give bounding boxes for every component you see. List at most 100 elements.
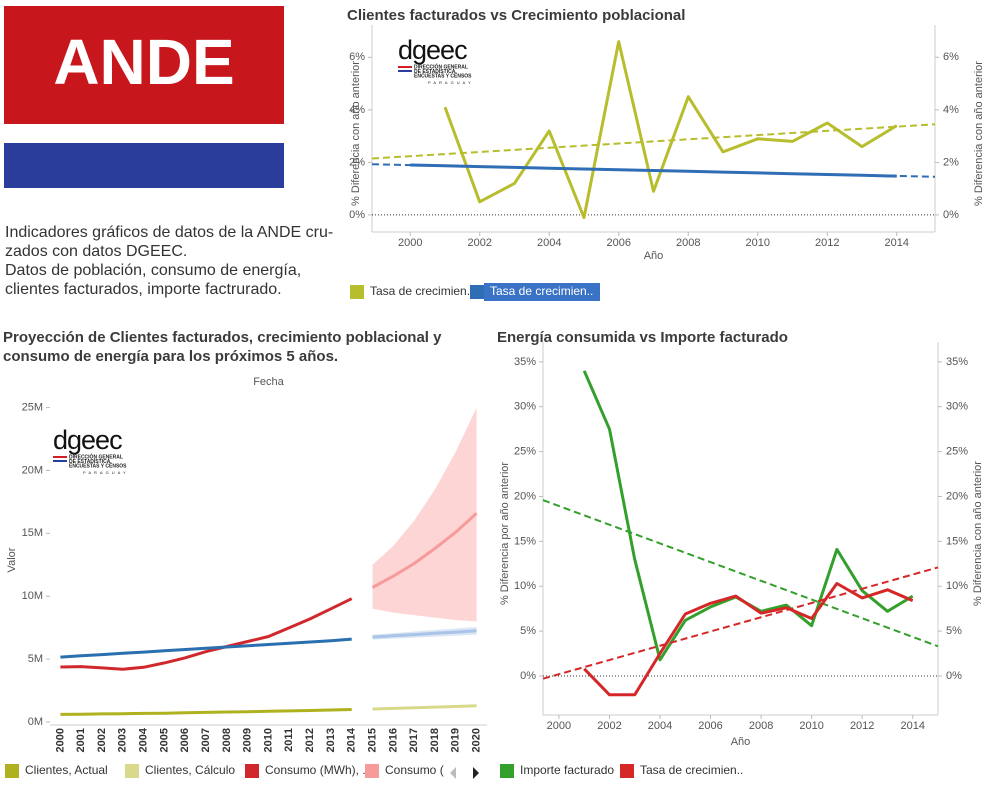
legend-label: Consumo (: [385, 763, 444, 777]
x-tick-label: 2005: [158, 728, 170, 752]
y-tick-label: 0%: [349, 209, 365, 221]
y2-axis-label: % Diferencia con año anterior: [972, 461, 984, 606]
x-tick-label: 2008: [221, 728, 233, 752]
logo-stripe: [53, 460, 67, 462]
logo-blue: [4, 143, 284, 188]
trend-line: [542, 566, 939, 680]
x-tick-label: 2020: [471, 728, 483, 752]
trend-line: [371, 123, 936, 160]
legend-highlight: [484, 283, 600, 301]
y-tick-label: 30%: [514, 401, 536, 413]
chart-title: Clientes facturados vs Crecimiento pobla…: [347, 7, 685, 24]
dgeec-name: dgeec: [53, 425, 122, 455]
y-tick-label: 15M: [22, 527, 43, 539]
y2-axis-label: % Diferencia con año anterior: [973, 61, 985, 206]
legend-swatch: [5, 764, 19, 778]
x-tick-label: 2017: [408, 728, 420, 752]
dgeec-line: DIRECCIÓN GENERAL: [69, 452, 123, 460]
x-tick-label: 2019: [450, 728, 462, 752]
series-line: [60, 597, 353, 671]
dgeec-line: ENCUESTAS Y CENSOS: [69, 463, 127, 469]
x-tick-label: 2006: [179, 728, 191, 752]
legend-swatch: [365, 764, 379, 778]
y-axis-label: % Diferencia por año anterior: [499, 462, 511, 605]
x-tick-label: 2000: [398, 237, 422, 249]
legend-swatch: [470, 285, 484, 299]
description: clientes facturados, importe factrurado.: [5, 281, 282, 298]
y-tick-label: 2%: [349, 156, 365, 168]
series-line: [372, 629, 477, 639]
chart-title: consumo de energía para los próximos 5 a…: [3, 348, 338, 365]
y-tick-label: 15%: [514, 535, 536, 547]
x-tick-label: 2004: [138, 727, 150, 752]
x-tick-label: 2015: [366, 728, 378, 752]
dgeec-name: dgeec: [398, 35, 467, 65]
legend-label: Importe facturado: [520, 763, 614, 777]
y-tick-label: 20%: [514, 490, 536, 502]
y-axis-label: Valor: [6, 547, 18, 572]
y2-tick-label: 15%: [946, 535, 968, 547]
legend-label: Tasa de crecimien..: [370, 284, 473, 298]
x-tick-label: 2007: [200, 728, 212, 752]
logo-stripe: [53, 456, 67, 458]
y-axis-label: % Diferencia con año anterior: [350, 61, 362, 206]
x-tick-label: 2000: [547, 720, 571, 732]
legend-swatch: [620, 764, 634, 778]
x-tick-label: 2003: [117, 728, 129, 752]
dgeec-line: DE ESTADÍSTICA,: [69, 457, 112, 465]
y-tick-label: 10%: [514, 580, 536, 592]
trend-line: [542, 499, 939, 648]
series-line: [582, 370, 914, 662]
x-tick-label: 2000: [54, 728, 66, 752]
description: Datos de población, consumo de energía,: [5, 262, 301, 279]
description: zados con datos DGEEC.: [5, 243, 187, 260]
logo-stripe: [398, 70, 412, 72]
logo-red: [4, 6, 284, 124]
logo-text: ANDE: [53, 26, 234, 98]
legend-label: Consumo (MWh), ..: [265, 763, 369, 777]
legend-swatch: [245, 764, 259, 778]
y2-tick-label: 0%: [946, 670, 962, 682]
y2-tick-label: 5%: [946, 625, 962, 637]
x-tick-label: 2008: [676, 237, 700, 249]
chart-title: Energía consumida vs Importe facturado: [497, 329, 788, 346]
legend-scroll-right[interactable]: [473, 767, 479, 779]
legend-swatch: [500, 764, 514, 778]
x-axis-label: Año: [644, 250, 664, 262]
x-tick-label: 2010: [746, 237, 770, 249]
description: Indicadores gráficos de datos de la ANDE…: [5, 224, 333, 241]
x-tick-label: 2002: [467, 237, 491, 249]
dgeec-line: ENCUESTAS Y CENSOS: [414, 73, 472, 79]
y-tick-label: 25%: [514, 446, 536, 458]
chart-title: Proyección de Clientes facturados, creci…: [3, 329, 442, 346]
x-tick-label: 2008: [749, 720, 773, 732]
legend-label: Tasa de crecimien..: [490, 284, 593, 298]
y-tick-label: 6%: [349, 51, 365, 63]
y-tick-label: 0%: [520, 670, 536, 682]
legend-swatch: [350, 285, 364, 299]
y-tick-label: 0M: [28, 716, 43, 728]
y2-tick-label: 4%: [943, 104, 959, 116]
dgeec-line: DE ESTADÍSTICA,: [414, 67, 457, 75]
y2-tick-label: 2%: [943, 156, 959, 168]
x-tick-label: 2009: [242, 728, 254, 752]
series-line: [583, 582, 914, 697]
forecast-band: [372, 407, 477, 622]
x-tick-label: 2002: [96, 728, 108, 752]
dgeec-country: PARAGUAY: [428, 80, 474, 85]
x-tick-label: 2012: [815, 237, 839, 249]
series-line: [60, 708, 352, 716]
y-tick-label: 20M: [22, 464, 43, 476]
y2-tick-label: 35%: [946, 356, 968, 368]
x-tick-label: 2014: [346, 727, 358, 752]
x-axis-header: Fecha: [253, 376, 284, 388]
y2-tick-label: 20%: [946, 490, 968, 502]
x-tick-label: 2001: [75, 728, 87, 752]
x-tick-label: 2004: [537, 237, 561, 249]
legend-scroll-left[interactable]: [450, 767, 456, 779]
series-line: [443, 40, 898, 220]
y2-tick-label: 30%: [946, 401, 968, 413]
